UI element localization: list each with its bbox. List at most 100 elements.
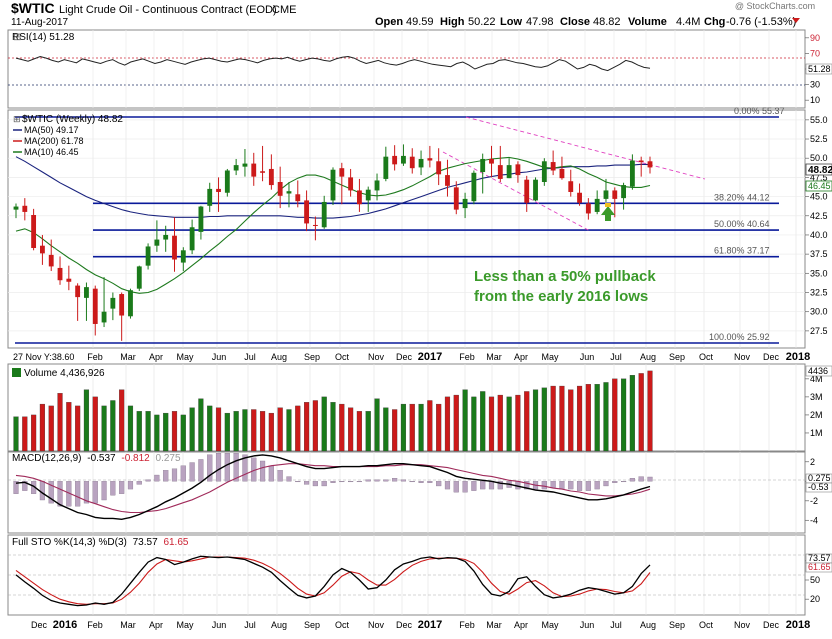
macd-histogram-bar [268,465,274,482]
volume-bar [647,370,653,452]
candle-body [356,190,362,205]
candle-body [418,158,424,168]
macd-histogram-bar [330,481,336,483]
macd-histogram-bar [259,460,266,482]
volume-bar [136,411,142,452]
date-label: 2018 [786,351,810,363]
macd-tick-label: 2 [810,457,815,467]
sto-value1: 73.57 [808,553,831,563]
price-tick-label: 30.0 [810,307,828,317]
macd-histogram-bar [233,453,239,482]
date-label: Dec [763,352,780,362]
candle-body [110,297,116,309]
volume-bar [163,412,169,452]
date-label: May [541,352,559,362]
volume-bar [198,398,204,452]
macd-histogram-bar [576,481,583,491]
date-label: May [176,620,194,630]
date-label: Oct [699,352,714,362]
macd-histogram-bar [180,465,186,482]
macd-signal-line [15,463,651,514]
candle-body [409,156,415,169]
date-label: Jul [244,352,256,362]
candle-body [401,155,406,164]
volume-bar [215,407,222,452]
chg-label: Chg [704,16,725,28]
candle-body [92,288,98,324]
annotation-line-1: Less than a 50% pullback [474,268,656,285]
legend-ma50: MA(50) 49.17 [24,125,79,135]
candle-body [216,188,221,192]
date-label: Mar [486,352,502,362]
volume-bar [480,391,486,452]
volume-bar [515,394,521,452]
volume-bar [154,414,160,452]
macd-histogram-bar [198,459,204,482]
date-label: Feb [87,620,103,630]
macd-histogram-bar [471,481,477,491]
macd-histogram-bar [559,481,565,490]
low-label: Low [500,16,522,28]
volume-bar [524,391,530,452]
sto-d-line [15,556,651,605]
volume-bar [92,396,98,452]
rsi-tick-label: 10 [810,95,820,105]
candle-body [383,156,389,179]
candle-body [392,155,398,165]
macd-histogram-bar [348,481,354,483]
price-tick-label: 42.5 [810,211,828,221]
candle-body [497,165,503,179]
macd-histogram-bar [339,481,345,483]
legend-ma200: MA(200) 61.78 [24,136,84,146]
candle-body [612,190,618,199]
price-tick-label: 45.0 [810,192,828,202]
high-label: High [440,16,465,28]
candle-body [365,189,371,201]
price-tick-label: 32.5 [810,288,828,298]
volume-tick-label: 3M [810,392,823,402]
volume-bar [259,411,266,452]
rsi-tick-label: 90 [810,33,820,43]
volume-bar [436,403,442,452]
macd-line [15,454,651,521]
date-label: 2017 [418,619,442,631]
volume-tick-label: 2M [810,410,823,420]
last-price-label: 48.82 [808,165,832,176]
macd-histogram-bar [22,481,28,491]
macd-histogram-bar [436,481,442,487]
date-label: Oct [699,620,714,630]
macd-panel: MACD(12,26,9) -0.537 -0.812 0.275 20-2-4… [7,451,832,534]
volume-panel: Volume 4,436,926 4M 3M 2M 1M 4436 [7,363,832,452]
date-label: Aug [271,352,287,362]
volume-bar [57,393,63,452]
volume-bar [356,411,362,452]
macd-histogram-bar [462,481,468,493]
sto-k-value: 73.57 [133,537,158,548]
volume-bar [348,407,354,452]
macd-histogram-bar [444,481,451,490]
volume-bar [277,407,283,452]
macd-histogram-bar [374,479,380,482]
date-label: 2017 [418,351,442,363]
volume-bar [39,403,45,452]
candle-body [251,163,257,177]
macd-histogram-bar [39,481,45,501]
price-legend-title: $WTIC (Weekly) 48.82 [22,114,123,125]
macd-hist-value: 0.275 [156,453,181,464]
volume-bar [576,385,583,452]
macd-histogram-bar [400,479,407,482]
volume-bar [603,382,609,452]
volume-bar [497,394,503,452]
date-label: Dec [396,620,413,630]
date-corner-readout: 27 Nov Y:38.60 [13,352,74,362]
up-arrow-icon [601,206,615,221]
macd-histogram-bar [453,481,459,493]
candle-body [13,206,19,210]
volume-bar [242,409,248,452]
candle-body [277,181,283,196]
volume-bar [83,389,90,452]
macd-histogram-bar [286,476,292,482]
date-label: Apr [514,620,528,630]
macd-histogram-bar [550,481,556,488]
price-tick-label: 52.5 [810,134,828,144]
